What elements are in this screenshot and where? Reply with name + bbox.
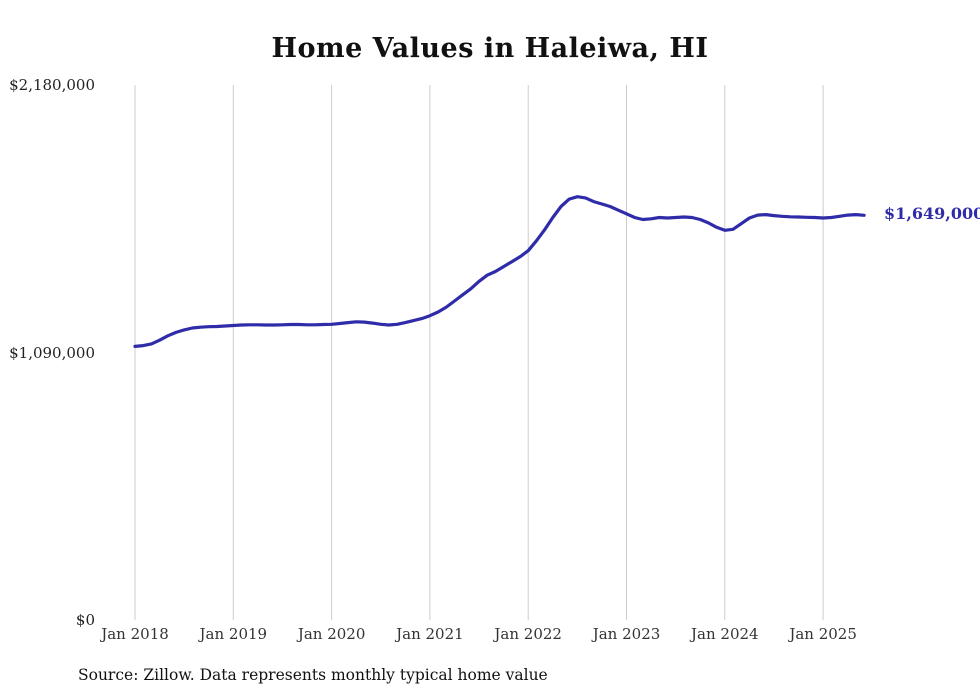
y-tick-label: $0 [75, 611, 95, 629]
x-tick-label: Jan 2019 [199, 625, 268, 643]
x-tick-label: Jan 2022 [494, 625, 562, 643]
home-value-line [133, 195, 866, 348]
chart-title: Home Values in Haleiwa, HI [271, 33, 709, 64]
latest-value-label: $1,649,000 [884, 204, 980, 224]
x-tick-label: Jan 2020 [297, 625, 366, 643]
x-tick-label: Jan 2023 [592, 625, 661, 643]
x-tick-label: Jan 2021 [396, 625, 464, 643]
x-tick-label: Jan 2025 [789, 625, 857, 643]
gridlines [134, 85, 824, 620]
y-tick-label: $1,090,000 [9, 343, 95, 362]
x-tick-label: Jan 2024 [691, 625, 759, 643]
y-tick-label: $2,180,000 [9, 76, 95, 94]
source-note: Source: Zillow. Data represents monthly … [78, 666, 548, 684]
x-tick-label: Jan 2018 [101, 625, 169, 643]
